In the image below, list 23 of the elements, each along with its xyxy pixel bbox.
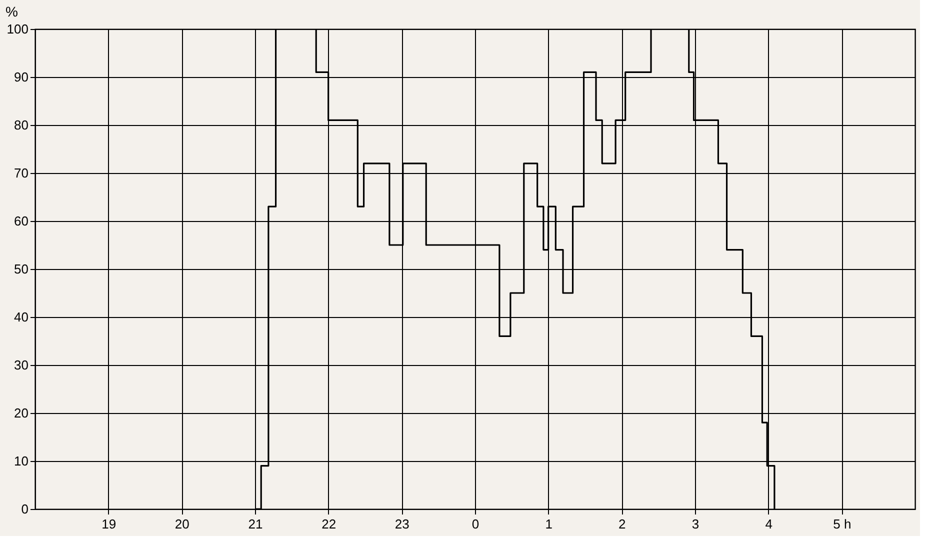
y-tick-label: 40 (14, 310, 28, 324)
x-tick-label: 2 (618, 516, 626, 532)
x-tick-label: 20 (174, 516, 190, 532)
y-tick-label: 100 (6, 22, 28, 36)
y-tick-label: 20 (14, 406, 28, 420)
y-tick-label: 50 (14, 262, 28, 276)
x-tick-label: 22 (322, 516, 336, 532)
y-tick-label: 70 (14, 166, 28, 180)
y-tick-label: 0 (21, 502, 28, 516)
y-tick-label: 30 (14, 358, 28, 372)
x-tick-label: 23 (394, 516, 410, 532)
x-tick-label: 3 (692, 516, 700, 532)
x-tick-label: 0 (472, 516, 480, 532)
x-tick-label: 21 (248, 516, 263, 532)
x-tick-label: 5 h (833, 516, 852, 532)
y-tick-label: 90 (14, 70, 28, 84)
x-tick-label: 4 (765, 516, 772, 532)
x-tick-label: 1 (545, 516, 552, 532)
y-tick-label: 60 (14, 214, 28, 228)
y-tick-label: 80 (14, 118, 28, 132)
y-tick-label: 10 (14, 454, 28, 468)
y-axis-title: % (6, 4, 18, 20)
x-tick-label: 19 (102, 516, 116, 532)
